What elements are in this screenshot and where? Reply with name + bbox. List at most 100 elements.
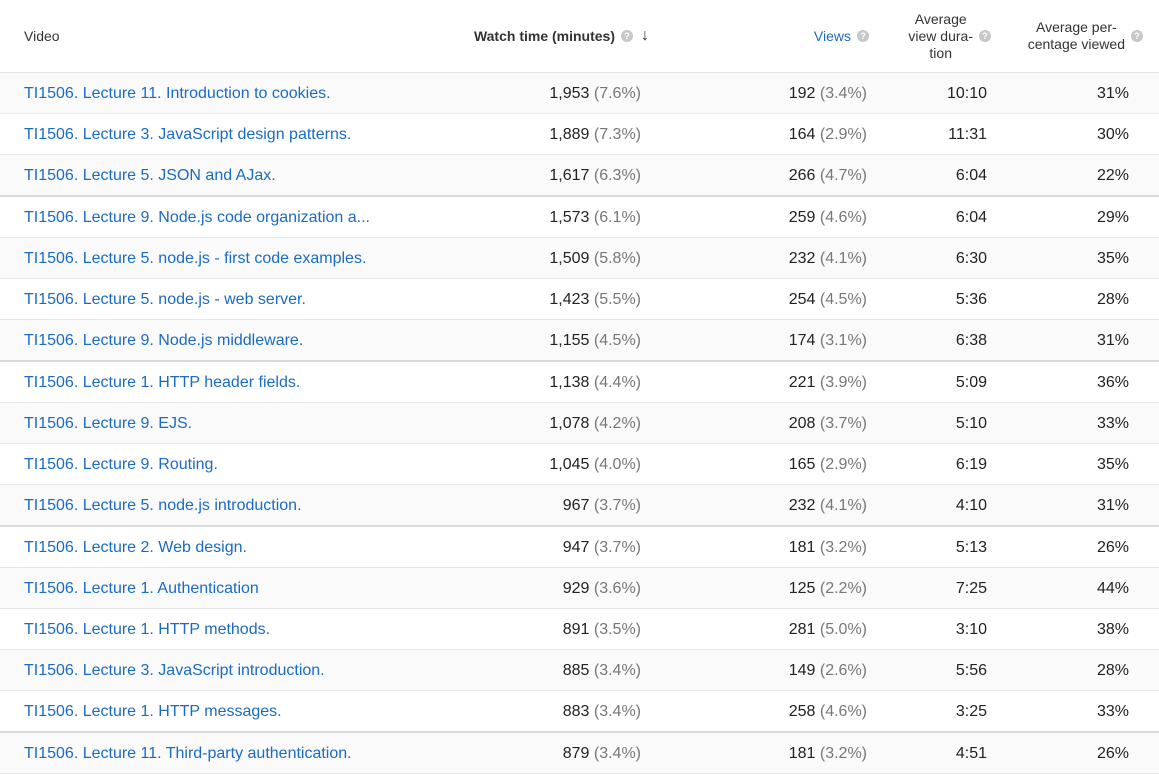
watch-time-value: 1,423 xyxy=(549,291,590,308)
column-header-video-label: Video xyxy=(24,28,60,44)
table-row: TI1506. Lecture 9. Node.js code organiza… xyxy=(0,197,1159,238)
watch-time-cell: 885 (3.4%) xyxy=(563,650,641,690)
watch-time-cell: 1,953 (7.6%) xyxy=(549,73,641,113)
watch-time-share: (6.1%) xyxy=(593,209,641,226)
average-view-duration-cell: 6:04 xyxy=(955,167,987,184)
table-row: TI1506. Lecture 2. Web design. 947 (3.7%… xyxy=(0,527,1159,568)
help-icon[interactable]: ? xyxy=(1131,30,1143,42)
watch-time-share: (3.4%) xyxy=(593,703,641,720)
views-share: (4.5%) xyxy=(819,291,867,308)
video-title-link[interactable]: TI1506. Lecture 11. Introduction to cook… xyxy=(24,85,331,102)
column-header-video[interactable]: Video xyxy=(24,0,60,72)
views-share: (4.7%) xyxy=(819,167,867,184)
table-row: TI1506. Lecture 5. JSON and AJax. 1,617 … xyxy=(0,155,1159,197)
watch-time-share: (3.7%) xyxy=(593,497,641,514)
watch-time-value: 891 xyxy=(562,621,590,638)
views-value: 258 xyxy=(788,703,816,720)
average-view-duration-cell: 7:25 xyxy=(955,580,987,597)
views-cell: 258 (4.6%) xyxy=(789,691,867,731)
views-value: 174 xyxy=(788,332,816,349)
column-header-average-view-duration[interactable]: Average view dura- tion ? xyxy=(891,0,991,72)
watch-time-share: (6.3%) xyxy=(593,167,641,184)
column-header-average-percentage-viewed-label: Average per- centage viewed xyxy=(1028,19,1125,53)
views-cell: 208 (3.7%) xyxy=(789,403,867,443)
video-title-link[interactable]: TI1506. Lecture 5. JSON and AJax. xyxy=(24,167,276,184)
table-row: TI1506. Lecture 11. Introduction to cook… xyxy=(0,73,1159,114)
views-share: (3.2%) xyxy=(819,745,867,762)
table-row: TI1506. Lecture 5. node.js - first code … xyxy=(0,238,1159,279)
table-body: TI1506. Lecture 11. Introduction to cook… xyxy=(0,73,1159,774)
views-cell: 281 (5.0%) xyxy=(789,609,867,649)
views-cell: 232 (4.1%) xyxy=(789,238,867,278)
views-cell: 259 (4.6%) xyxy=(789,197,867,237)
average-percentage-viewed-cell: 28% xyxy=(1096,662,1129,679)
watch-time-cell: 1,045 (4.0%) xyxy=(549,444,641,484)
views-value: 259 xyxy=(788,209,816,226)
views-value: 181 xyxy=(788,539,816,556)
video-title-link[interactable]: TI1506. Lecture 9. Routing. xyxy=(24,456,218,473)
video-title-link[interactable]: TI1506. Lecture 5. node.js introduction. xyxy=(24,497,302,514)
watch-time-value: 885 xyxy=(562,662,590,679)
views-share: (4.6%) xyxy=(819,703,867,720)
watch-time-value: 1,078 xyxy=(549,415,590,432)
average-view-duration-cell: 3:25 xyxy=(955,703,987,720)
help-icon[interactable]: ? xyxy=(857,30,869,42)
video-title-link[interactable]: TI1506. Lecture 9. Node.js code organiza… xyxy=(24,209,370,226)
video-title-link[interactable]: TI1506. Lecture 5. node.js - first code … xyxy=(24,250,367,267)
video-title-link[interactable]: TI1506. Lecture 1. HTTP methods. xyxy=(24,621,271,638)
video-title-link[interactable]: TI1506. Lecture 1. HTTP messages. xyxy=(24,703,282,720)
watch-time-value: 1,617 xyxy=(549,167,590,184)
video-title-link[interactable]: TI1506. Lecture 11. Third-party authenti… xyxy=(24,745,352,762)
views-cell: 125 (2.2%) xyxy=(789,568,867,608)
video-title-link[interactable]: TI1506. Lecture 9. Node.js middleware. xyxy=(24,332,304,349)
watch-time-cell: 1,617 (6.3%) xyxy=(549,155,641,195)
average-percentage-viewed-cell: 26% xyxy=(1096,539,1129,556)
watch-time-cell: 947 (3.7%) xyxy=(563,527,641,567)
avg-duration-line-2: view dura- xyxy=(908,27,973,44)
watch-time-cell: 1,078 (4.2%) xyxy=(549,403,641,443)
watch-time-cell: 883 (3.4%) xyxy=(563,691,641,731)
video-title-link[interactable]: TI1506. Lecture 1. HTTP header fields. xyxy=(24,374,301,391)
average-percentage-viewed-cell: 44% xyxy=(1096,580,1129,597)
table-row: TI1506. Lecture 5. node.js - web server.… xyxy=(0,279,1159,320)
watch-time-value: 929 xyxy=(562,580,590,597)
average-percentage-viewed-cell: 31% xyxy=(1096,497,1129,514)
video-title-link[interactable]: TI1506. Lecture 3. JavaScript design pat… xyxy=(24,126,352,143)
views-value: 125 xyxy=(788,580,816,597)
average-percentage-viewed-cell: 22% xyxy=(1096,167,1129,184)
views-value: 181 xyxy=(788,745,816,762)
video-title-link[interactable]: TI1506. Lecture 2. Web design. xyxy=(24,539,247,556)
sort-descending-icon[interactable]: ↓ xyxy=(641,27,649,44)
average-percentage-viewed-cell: 31% xyxy=(1096,332,1129,349)
help-icon[interactable]: ? xyxy=(979,30,991,42)
watch-time-value: 883 xyxy=(562,703,590,720)
watch-time-share: (4.5%) xyxy=(593,332,641,349)
average-percentage-viewed-cell: 36% xyxy=(1096,374,1129,391)
table-row: TI1506. Lecture 9. EJS. 1,078 (4.2%) 208… xyxy=(0,403,1159,444)
video-title-link[interactable]: TI1506. Lecture 3. JavaScript introducti… xyxy=(24,662,325,679)
watch-time-cell: 1,138 (4.4%) xyxy=(549,362,641,402)
video-title-link[interactable]: TI1506. Lecture 5. node.js - web server. xyxy=(24,291,306,308)
views-share: (2.2%) xyxy=(819,580,867,597)
table-row: TI1506. Lecture 1. HTTP messages. 883 (3… xyxy=(0,691,1159,733)
views-share: (4.1%) xyxy=(819,497,867,514)
table-header: Video Watch time (minutes) ? ↓ Views ? A… xyxy=(0,0,1159,73)
column-header-views[interactable]: Views ? xyxy=(814,0,869,72)
views-value: 164 xyxy=(788,126,816,143)
average-percentage-viewed-cell: 33% xyxy=(1096,415,1129,432)
views-share: (3.1%) xyxy=(819,332,867,349)
average-percentage-viewed-cell: 31% xyxy=(1096,85,1129,102)
views-cell: 149 (2.6%) xyxy=(789,650,867,690)
watch-time-value: 1,155 xyxy=(549,332,590,349)
column-header-average-view-duration-label: Average view dura- tion xyxy=(908,11,973,62)
average-view-duration-cell: 10:10 xyxy=(946,85,987,102)
video-title-link[interactable]: TI1506. Lecture 1. Authentication xyxy=(24,580,259,597)
watch-time-cell: 1,509 (5.8%) xyxy=(549,238,641,278)
help-icon[interactable]: ? xyxy=(621,30,633,42)
column-header-average-percentage-viewed[interactable]: Average per- centage viewed ? xyxy=(1003,0,1143,72)
column-header-watch-time[interactable]: Watch time (minutes) ? ↓ xyxy=(474,0,649,72)
video-title-link[interactable]: TI1506. Lecture 9. EJS. xyxy=(24,415,193,432)
watch-time-cell: 1,423 (5.5%) xyxy=(549,279,641,319)
views-value: 232 xyxy=(788,250,816,267)
